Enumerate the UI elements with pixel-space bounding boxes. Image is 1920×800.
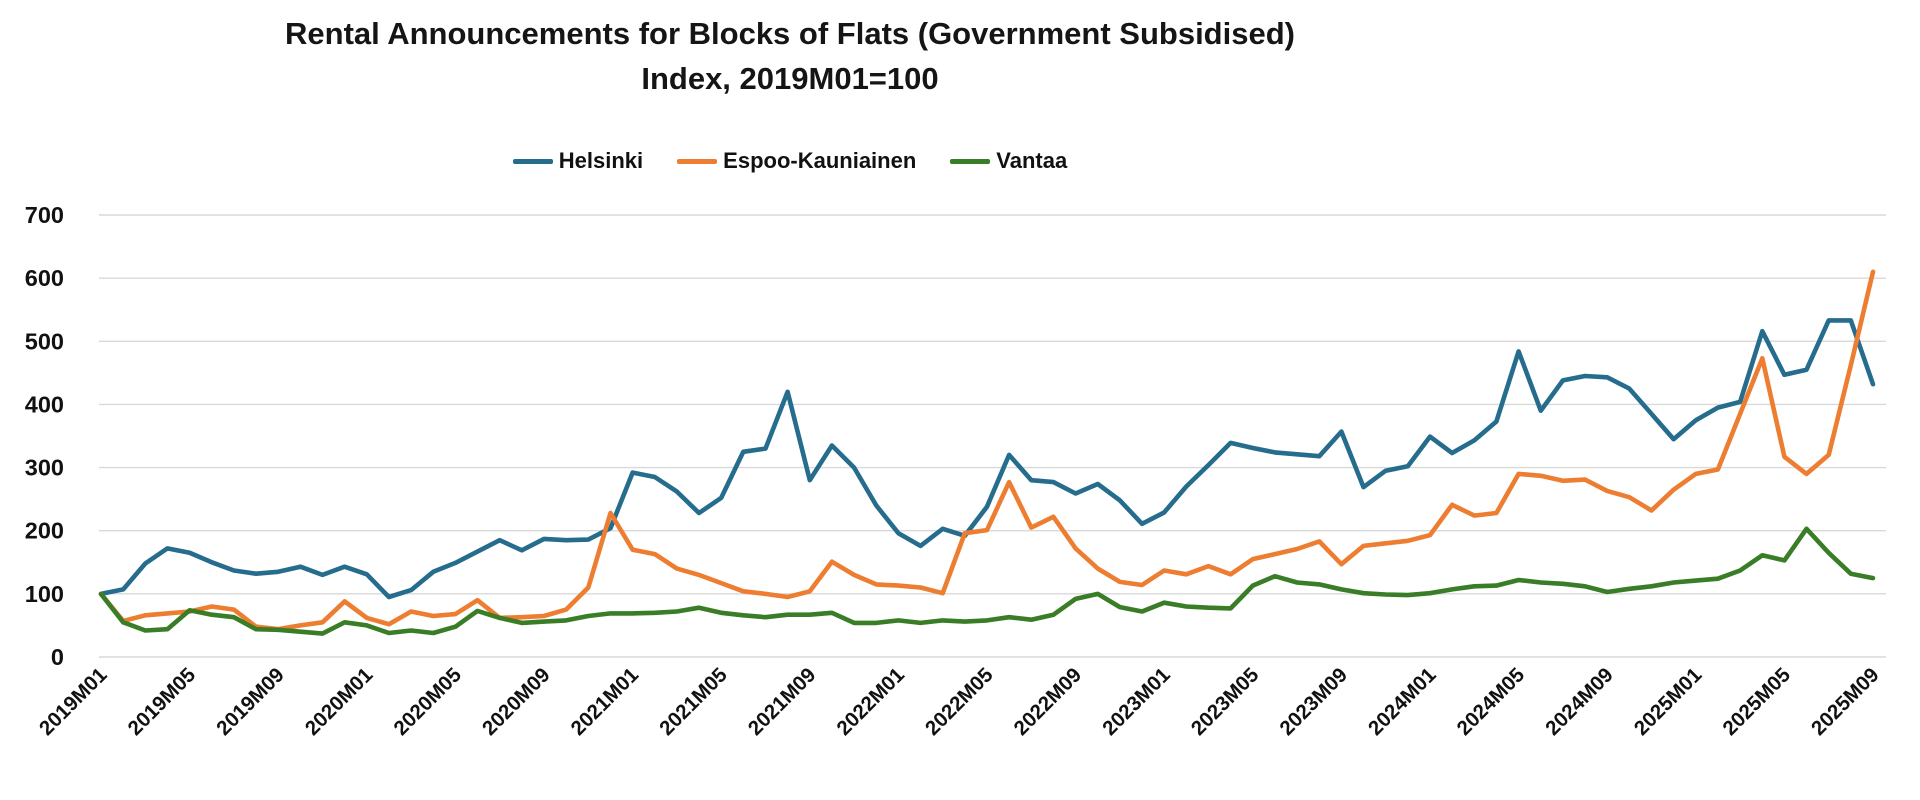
x-axis-tick-label: 2022M05 [921,663,998,740]
x-axis-tick-label: 2022M01 [832,663,909,740]
y-axis-tick-label: 0 [51,644,64,670]
x-axis-tick-label: 2021M01 [566,663,643,740]
legend-swatch-vantaa [950,158,991,164]
legend-label: Helsinki [558,148,644,173]
chart-header: Rental Announcements for Blocks of Flats… [0,0,1580,97]
x-axis-tick-label: 2024M01 [1364,663,1441,740]
y-axis-tick-label: 300 [25,455,64,481]
x-axis-tick-label: 2020M05 [389,663,466,740]
series-line-espoo-kauniainen [98,269,1876,632]
x-axis-tick-label: 2020M01 [301,663,378,740]
legend-swatch-espoo-kauniainen [677,158,718,164]
y-axis-tick-label: 700 [25,202,64,228]
legend-swatch-helsinki [512,158,553,164]
x-axis-tick-label: 2019M01 [35,663,112,740]
y-axis-tick-label: 100 [25,581,64,607]
legend-label: Vantaa [996,148,1068,173]
chart-title-line2: Index, 2019M01=100 [641,61,939,96]
x-axis-tick-label: 2025M09 [1807,663,1884,740]
series-line-helsinki [98,318,1876,600]
series-line-vantaa [98,526,1876,636]
x-axis-tick-label: 2019M09 [212,663,289,740]
x-axis-tick-label: 2025M05 [1718,663,1795,740]
x-axis-tick-label: 2023M05 [1187,663,1264,740]
y-axis-tick-label: 500 [25,328,64,354]
x-axis-tick-label: 2024M05 [1452,663,1529,740]
x-axis-tick-label: 2020M09 [478,663,555,740]
legend-item-helsinki: Helsinki [512,148,644,174]
y-axis-tick-label: 600 [25,265,64,291]
x-axis-tick-label: 2025M01 [1630,663,1707,740]
x-axis-tick-label: 2021M09 [744,663,821,740]
x-axis-tick-label: 2019M05 [123,663,200,740]
legend-item-espoo-kauniainen: Espoo-Kauniainen [677,148,916,174]
chart-title-line1: Rental Announcements for Blocks of Flats… [285,16,1295,51]
y-axis-tick-label: 200 [25,518,64,544]
x-axis-tick-label: 2024M09 [1541,663,1618,740]
x-axis-tick-label: 2021M05 [655,663,732,740]
chart-legend: Helsinki Espoo-Kauniainen Vantaa [0,148,1580,174]
x-axis-tick-label: 2023M09 [1275,663,1352,740]
legend-label: Espoo-Kauniainen [723,148,917,173]
x-axis-tick-label: 2023M01 [1098,663,1175,740]
x-axis-tick-label: 2022M09 [1009,663,1086,740]
legend-item-vantaa: Vantaa [950,148,1067,174]
y-axis-tick-label: 400 [25,391,64,417]
